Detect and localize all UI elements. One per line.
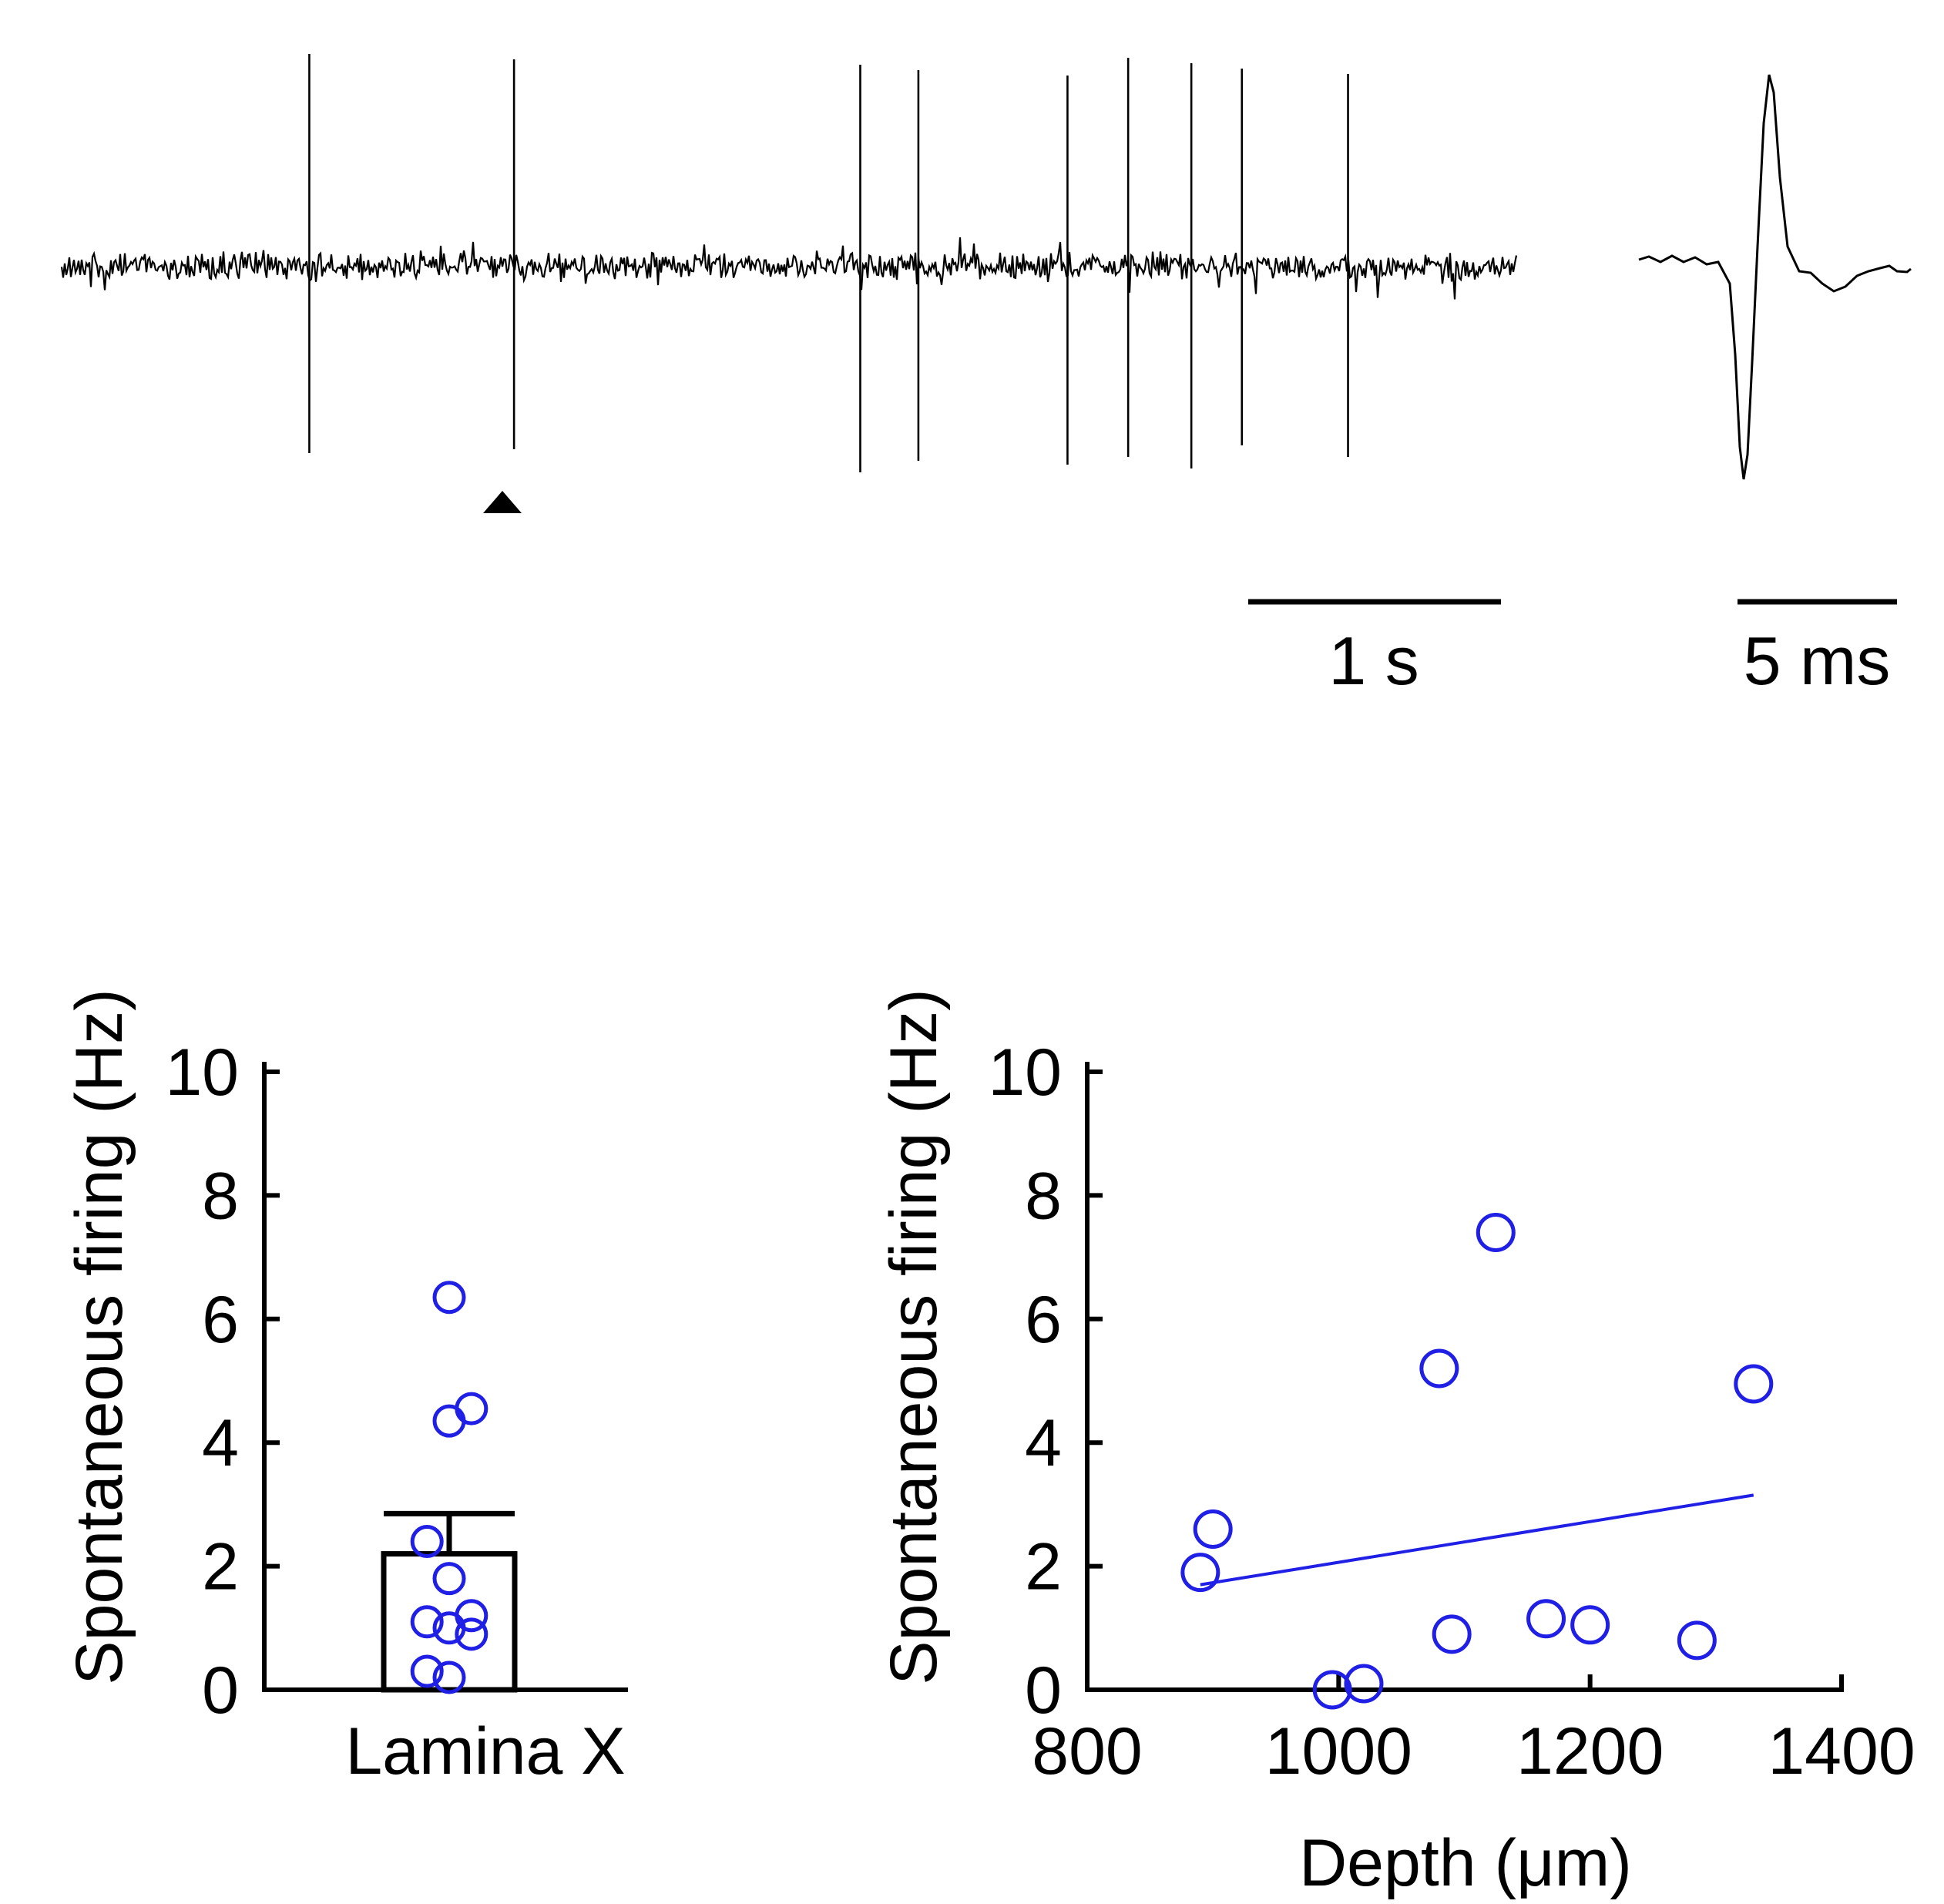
scatter-ytick-label: 2 <box>1025 1530 1062 1604</box>
bar-chart-ylabel: Spontaneous firing (Hz) <box>62 989 136 1684</box>
scatter-data-point <box>1734 1364 1774 1404</box>
scatter-x-ticks: 800 1000 1200 1400 <box>1032 1674 1915 1788</box>
bar-data-point <box>432 1562 466 1596</box>
scatter-data-point <box>1526 1599 1566 1639</box>
bar-data-point <box>432 1404 466 1438</box>
bar-chart-ytick-label: 2 <box>202 1530 239 1604</box>
bar-data-point <box>455 1617 489 1651</box>
scatter-chart: Spontaneous firing (Hz) 0 2 4 6 8 10 800 1000 1… <box>877 989 1915 1900</box>
bar-chart-points <box>410 1281 489 1694</box>
recording-trace <box>60 237 1518 300</box>
trace-panel <box>60 54 1518 513</box>
bar-chart-ytick-label: 10 <box>165 1036 239 1110</box>
scatter-points <box>1180 1213 1774 1710</box>
time-scalebar: 1 s <box>1248 599 1501 699</box>
bar-data-point <box>410 1605 444 1639</box>
spike-waveform <box>1638 74 1912 480</box>
bar-chart-y-ticks: 0 2 4 6 8 10 <box>165 1036 280 1728</box>
scatter-data-point <box>1677 1620 1717 1661</box>
scatter-y-ticks: 0 2 4 6 8 10 <box>988 1036 1103 1728</box>
triangle-up-icon <box>483 491 522 513</box>
scatter-data-point <box>1193 1509 1233 1549</box>
bar-lamina-x <box>381 1551 518 1693</box>
scalebar-5ms-label: 5 ms <box>1744 623 1891 699</box>
scatter-ytick-label: 8 <box>1025 1159 1062 1233</box>
scatter-ytick-label: 10 <box>988 1036 1062 1110</box>
scatter-ytick-label: 4 <box>1025 1406 1062 1480</box>
scatter-data-point <box>1432 1614 1472 1654</box>
bar-data-point <box>410 1525 444 1559</box>
bar-data-point <box>410 1654 444 1688</box>
bar-chart-ytick-label: 4 <box>202 1406 239 1480</box>
scatter-ytick-label: 6 <box>1025 1283 1062 1357</box>
scatter-ylabel: Spontaneous firing (Hz) <box>877 989 951 1684</box>
scatter-xtick-label: 1000 <box>1265 1714 1412 1788</box>
bar-chart-ytick-label: 6 <box>202 1283 239 1357</box>
bar-data-point <box>432 1661 466 1694</box>
bar-data-point <box>432 1611 466 1645</box>
scatter-data-point <box>1570 1605 1610 1645</box>
bar-chart-ytick-label: 0 <box>202 1654 239 1728</box>
scatter-data-point <box>1312 1670 1352 1710</box>
bar-data-point <box>455 1392 489 1425</box>
scatter-ytick-label: 0 <box>1025 1654 1062 1728</box>
waveform-panel <box>1638 74 1912 480</box>
bar-chart: Spontaneous firing (Hz) 0 2 4 6 8 10 Lamina X <box>62 989 628 1788</box>
waveform-scalebar: 5 ms <box>1738 599 1897 699</box>
spike-group <box>308 54 1349 472</box>
scatter-xtick-label: 800 <box>1032 1714 1143 1788</box>
scatter-xtick-label: 1200 <box>1516 1714 1664 1788</box>
bar-chart-ytick-label: 8 <box>202 1159 239 1233</box>
scatter-fit-line <box>1200 1493 1754 1587</box>
scatter-xlabel: Depth (μm) <box>1299 1826 1632 1900</box>
scatter-data-point <box>1344 1664 1384 1704</box>
scatter-data-point <box>1180 1553 1220 1593</box>
scalebar-1s-label: 1 s <box>1328 623 1419 699</box>
scatter-data-point <box>1476 1213 1516 1253</box>
bar-category-label: Lamina X <box>345 1714 625 1788</box>
scatter-xtick-label: 1400 <box>1768 1714 1915 1788</box>
scatter-data-point <box>1419 1348 1459 1389</box>
bar-data-point <box>432 1281 466 1315</box>
